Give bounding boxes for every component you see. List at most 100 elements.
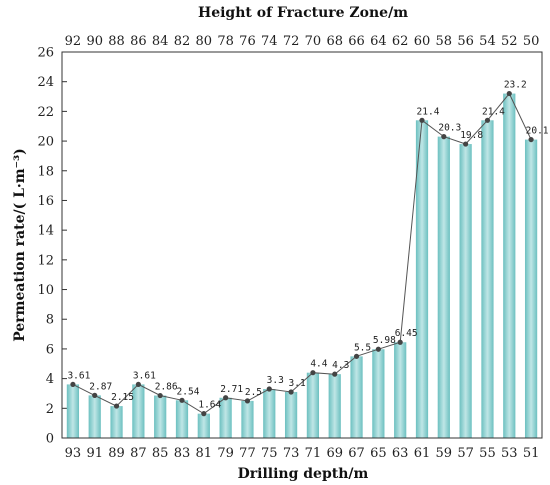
bar bbox=[66, 384, 80, 438]
y-axis-title: Permeation rate/( L·m⁻³) bbox=[12, 148, 28, 342]
x-tick-label: 63 bbox=[392, 446, 409, 461]
bar bbox=[459, 144, 472, 439]
data-point bbox=[157, 392, 163, 399]
top-tick-label: 76 bbox=[239, 34, 256, 49]
bar bbox=[394, 342, 407, 438]
data-label: 3.61 bbox=[133, 370, 156, 381]
x-tick-label: 83 bbox=[174, 446, 191, 461]
top-tick-label: 80 bbox=[196, 34, 213, 49]
x-tick-label: 61 bbox=[414, 446, 431, 461]
data-label: 2.5 bbox=[245, 387, 262, 398]
top-tick-label: 68 bbox=[326, 34, 343, 49]
x-tick-label: 69 bbox=[326, 446, 343, 461]
y-tick-label: 18 bbox=[37, 164, 54, 179]
y-tick-label: 2 bbox=[46, 402, 54, 417]
data-labels: 3.612.872.153.612.862.541.642.71 2.53.3 3.… bbox=[67, 80, 548, 411]
data-label: 2.71 bbox=[220, 384, 243, 395]
top-tick-label: 72 bbox=[283, 34, 300, 49]
x-tick-label: 75 bbox=[261, 446, 278, 461]
data-point bbox=[92, 392, 98, 398]
data-label: 4.3 bbox=[332, 360, 349, 371]
bar bbox=[219, 397, 232, 438]
data-point bbox=[201, 411, 207, 417]
top-axis-title: Height of Fracture Zone/m bbox=[198, 5, 408, 21]
data-label: 20.3 bbox=[438, 123, 461, 134]
y-tick-label: 20 bbox=[37, 135, 54, 150]
bar bbox=[284, 391, 298, 438]
top-tick-label: 54 bbox=[479, 34, 496, 49]
data-label: 2.86 bbox=[155, 382, 178, 393]
data-point bbox=[70, 381, 76, 388]
bar bbox=[197, 413, 210, 438]
x-axis-title: Drilling depth/m bbox=[238, 466, 369, 482]
top-tick-label: 60 bbox=[414, 34, 431, 49]
data-point bbox=[506, 90, 512, 97]
data-point bbox=[332, 371, 338, 377]
bar bbox=[88, 395, 101, 438]
bar bbox=[481, 120, 494, 439]
bars bbox=[66, 93, 538, 439]
data-point bbox=[113, 403, 120, 409]
y-tick-label: 26 bbox=[37, 46, 54, 61]
bar bbox=[328, 374, 341, 438]
data-label: 1.64 bbox=[198, 400, 221, 411]
x-tick-label: 51 bbox=[523, 446, 540, 461]
data-label: 21.4 bbox=[417, 106, 440, 117]
x-tick-label: 59 bbox=[436, 446, 453, 461]
data-point bbox=[441, 134, 447, 140]
top-tick-label: 86 bbox=[130, 34, 147, 49]
x-tick-label: 85 bbox=[152, 446, 169, 461]
y-tick-label: 16 bbox=[37, 194, 54, 209]
data-label: 21.4 bbox=[482, 106, 505, 117]
data-point bbox=[528, 136, 534, 143]
data-point bbox=[135, 381, 141, 388]
data-point bbox=[419, 117, 425, 123]
top-tick-label: 52 bbox=[501, 34, 518, 49]
x-tick-label: 67 bbox=[348, 446, 365, 461]
trend-line bbox=[70, 90, 534, 417]
data-point bbox=[288, 389, 294, 395]
y-tick-label: 8 bbox=[46, 313, 54, 328]
top-tick-label: 74 bbox=[261, 34, 278, 49]
data-label: 5.5 bbox=[354, 342, 371, 353]
trend-polyline bbox=[72, 92, 532, 415]
bar bbox=[175, 400, 189, 438]
bar bbox=[437, 136, 450, 438]
x-tick-label: 55 bbox=[479, 446, 496, 461]
top-tick-label: 62 bbox=[392, 34, 409, 49]
data-label: 3.61 bbox=[67, 370, 90, 381]
x-tick-label: 57 bbox=[457, 446, 474, 461]
x-tick-label: 89 bbox=[108, 446, 125, 461]
top-tick-label: 90 bbox=[86, 34, 103, 49]
data-point bbox=[353, 353, 360, 359]
data-point bbox=[397, 339, 403, 345]
data-label: 20.1 bbox=[526, 126, 549, 137]
data-label: 2.87 bbox=[89, 381, 112, 392]
bar bbox=[154, 395, 167, 438]
top-tick-label: 70 bbox=[305, 34, 322, 49]
data-label: 6.45 bbox=[395, 328, 418, 339]
bar bbox=[372, 349, 385, 438]
bar bbox=[241, 400, 254, 438]
top-axis-ticks: 92 90 88 86 84 82 80 78 76 74 72 70 68 66 64 62 60 58 56 54… bbox=[65, 34, 540, 49]
top-tick-label: 82 bbox=[174, 34, 191, 49]
data-label: 19.8 bbox=[460, 130, 483, 141]
top-tick-label: 64 bbox=[370, 34, 387, 49]
data-point bbox=[375, 346, 381, 352]
top-tick-label: 56 bbox=[457, 34, 474, 49]
x-tick-label: 81 bbox=[196, 446, 213, 461]
x-tick-label: 53 bbox=[501, 446, 518, 461]
x-tick-label: 87 bbox=[130, 446, 147, 461]
top-tick-label: 66 bbox=[348, 34, 365, 49]
bar bbox=[110, 406, 123, 438]
top-tick-label: 92 bbox=[65, 34, 82, 49]
x-tick-label: 93 bbox=[65, 446, 82, 461]
data-point bbox=[310, 370, 316, 376]
y-tick-label: 10 bbox=[37, 283, 54, 298]
data-label: 4.4 bbox=[310, 359, 327, 370]
data-label: 3.1 bbox=[289, 378, 306, 389]
top-tick-label: 84 bbox=[152, 34, 169, 49]
bottom-axis-ticks: 93 91 89 87 85 83 81 79 77 75 73 71 69 67 65 63 61 59 57 55… bbox=[65, 446, 540, 461]
top-tick-label: 50 bbox=[523, 34, 540, 49]
